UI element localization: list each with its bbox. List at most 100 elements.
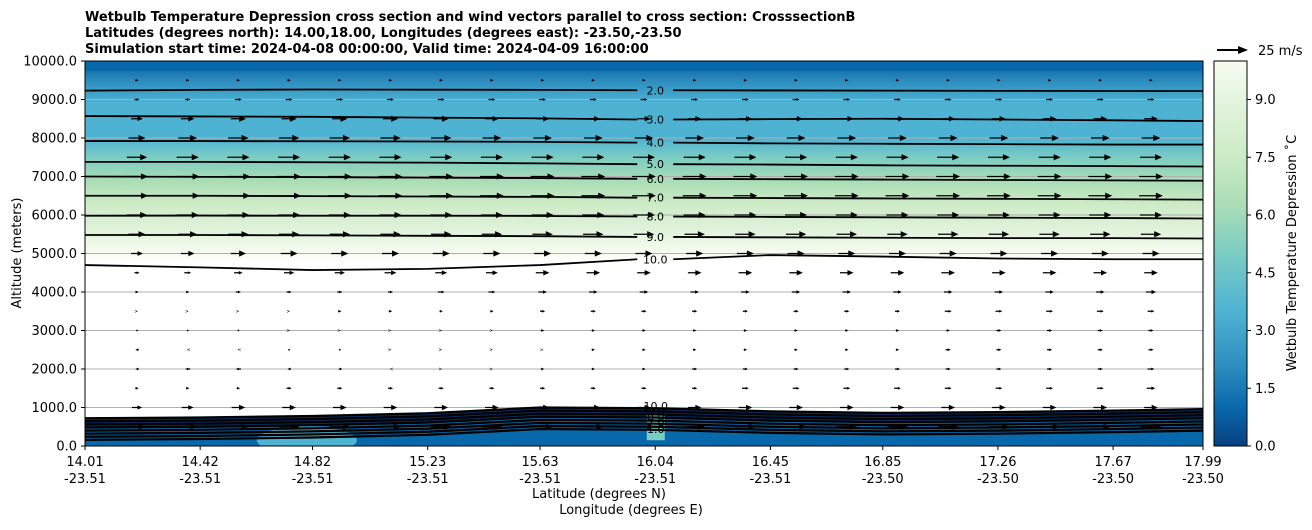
- wind-vector: [485, 270, 498, 276]
- wind-vector: [540, 78, 545, 82]
- x-axis: 14.01 -23.51 14.42 -23.51 14.82 -23.51 15.23 -2…: [64, 446, 1224, 487]
- wind-vector: [840, 404, 854, 411]
- wind-vector: [693, 348, 697, 352]
- wind-vector: [635, 250, 653, 257]
- colorbar-ticks: 0.0 1.5 3.0 4.5 6.0 7.5 9.0: [1247, 93, 1276, 455]
- wind-vector: [1139, 211, 1163, 219]
- wind-vector: [586, 269, 601, 276]
- wind-vector: [128, 231, 146, 238]
- wind-vector: [1144, 404, 1158, 411]
- x-tick-label-lon: -23.51: [634, 472, 676, 487]
- wind-vector: [333, 404, 347, 411]
- wind-vector: [590, 309, 596, 313]
- wind-vector: [687, 404, 702, 411]
- wind-vector: [886, 211, 909, 219]
- wind-vector: [380, 423, 401, 430]
- wind-vector: [842, 290, 852, 294]
- wind-vector: [227, 211, 250, 219]
- wind-vector: [786, 134, 806, 142]
- wind-vector: [784, 192, 808, 199]
- wind-vector: [987, 154, 1010, 161]
- wind-vector: [437, 290, 445, 294]
- wind-vector: [581, 173, 606, 180]
- wind-vector: [885, 192, 910, 199]
- x-tick-label-lat: 16.85: [864, 455, 901, 470]
- quiver-key-arrow-head: [1238, 46, 1248, 54]
- wind-vector: [287, 367, 291, 371]
- wind-vector: [284, 270, 295, 275]
- wind-vector: [439, 78, 443, 82]
- wind-vector: [589, 98, 597, 101]
- colorbar-tick-label: 3.0: [1255, 324, 1276, 339]
- wind-vector: [1096, 309, 1104, 313]
- x-tick-label-lat: 14.42: [182, 455, 219, 470]
- colorbar-tick-label: 0.0: [1255, 440, 1276, 455]
- wind-vector: [236, 386, 241, 390]
- wind-vector: [382, 115, 399, 122]
- contour-label: 10.0: [643, 253, 668, 266]
- wind-vector: [185, 367, 191, 371]
- wind-vector: [490, 309, 494, 313]
- wind-vector: [540, 386, 546, 390]
- wind-vector: [992, 404, 1006, 411]
- wind-vector: [380, 134, 401, 142]
- wind-vector: [387, 386, 394, 390]
- wind-vector: [793, 309, 799, 313]
- wind-vector: [1037, 192, 1062, 199]
- wind-vector: [481, 231, 503, 238]
- wind-vector: [734, 154, 757, 161]
- wind-vector: [633, 231, 655, 238]
- wind-vector: [787, 250, 805, 257]
- y-tick-label: 9000.0: [32, 93, 78, 108]
- wind-vector: [584, 250, 602, 257]
- wind-vector: [1039, 423, 1060, 430]
- wind-vector: [793, 367, 799, 371]
- wind-vector: [431, 231, 452, 238]
- wind-vector: [894, 98, 901, 101]
- wind-vector: [126, 211, 148, 219]
- wind-vector: [228, 231, 249, 238]
- wind-vector: [990, 250, 1008, 257]
- colorbar-tick-label: 7.5: [1255, 151, 1276, 166]
- wind-vector: [278, 231, 300, 238]
- wind-vector: [794, 329, 798, 332]
- wind-vector: [337, 329, 341, 332]
- wind-vector: [632, 173, 656, 180]
- wind-vector: [1098, 78, 1102, 82]
- wind-vector: [277, 173, 301, 180]
- low-contour-line: [85, 412, 1203, 426]
- wind-vector: [1088, 173, 1113, 180]
- wind-vector: [433, 115, 449, 122]
- wind-vector: [489, 348, 493, 352]
- contour-label: 2.0: [646, 84, 664, 97]
- wind-vector: [992, 115, 1006, 122]
- wind-vector: [489, 329, 493, 332]
- wind-vector: [434, 404, 448, 411]
- wind-vector: [632, 192, 656, 199]
- y-tick-label: 2000.0: [32, 363, 78, 378]
- wind-vector: [175, 173, 200, 180]
- wind-vector: [331, 250, 349, 257]
- contour-label: 5.0: [646, 158, 664, 171]
- wind-vector: [693, 78, 697, 82]
- wind-vector: [532, 231, 553, 238]
- wind-vector: [1037, 173, 1062, 180]
- wind-vector: [388, 348, 392, 352]
- wind-vector: [539, 98, 546, 101]
- wind-vector: [286, 329, 290, 332]
- x-tick-label-lon: -23.51: [292, 472, 334, 487]
- wind-vector: [735, 231, 756, 238]
- wind-vector: [483, 250, 501, 257]
- wind-vector: [530, 192, 555, 199]
- wind-vector: [885, 173, 910, 180]
- wind-vector: [742, 98, 749, 101]
- wind-vector: [691, 98, 699, 101]
- wind-vector: [235, 290, 241, 294]
- wind-vector: [684, 231, 705, 238]
- wind-vector: [135, 348, 139, 352]
- wind-vector: [437, 98, 445, 101]
- wind-vector: [591, 78, 595, 82]
- wind-vector: [938, 231, 959, 238]
- wind-vector: [939, 250, 957, 257]
